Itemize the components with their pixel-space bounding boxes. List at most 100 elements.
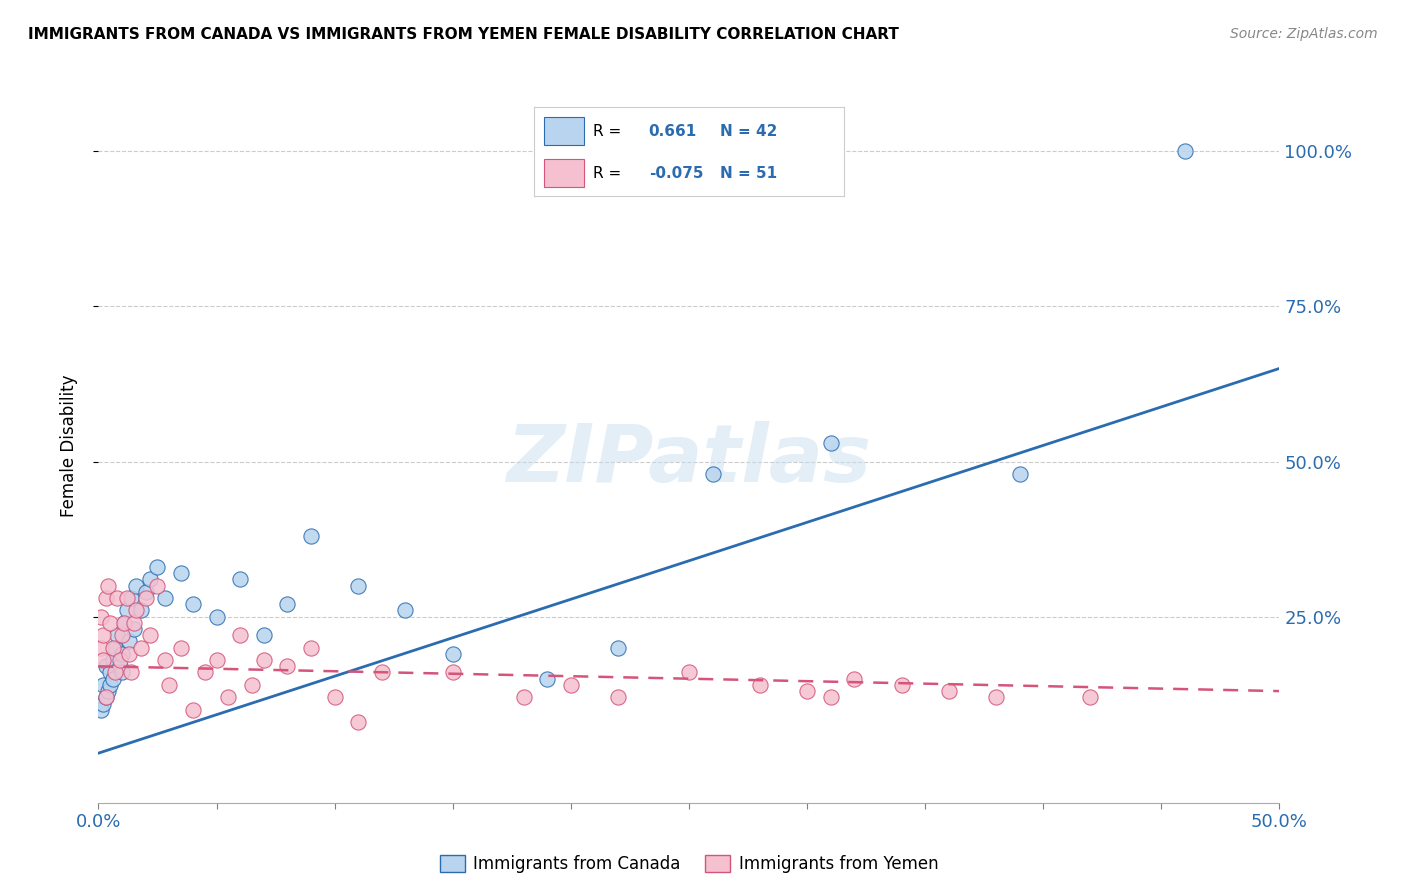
Point xyxy=(441,647,464,661)
FancyBboxPatch shape xyxy=(544,117,583,145)
Point xyxy=(121,591,143,605)
Point xyxy=(678,665,700,680)
Text: 0.661: 0.661 xyxy=(648,124,697,138)
Point xyxy=(90,609,112,624)
Point xyxy=(205,609,228,624)
Point xyxy=(441,665,464,680)
Point xyxy=(90,703,112,717)
Point xyxy=(122,615,145,630)
Point xyxy=(125,579,148,593)
Point xyxy=(105,628,128,642)
Point xyxy=(101,640,124,655)
Point xyxy=(98,615,121,630)
Point xyxy=(170,640,193,655)
Point xyxy=(748,678,770,692)
Point xyxy=(796,684,818,698)
Point xyxy=(1080,690,1102,705)
Text: R =: R = xyxy=(593,124,621,138)
Point xyxy=(98,678,121,692)
Point xyxy=(101,672,124,686)
Point xyxy=(91,628,114,642)
Point xyxy=(153,591,176,605)
Text: N = 42: N = 42 xyxy=(720,124,778,138)
Point xyxy=(181,703,204,717)
Point xyxy=(371,665,394,680)
Point xyxy=(115,591,138,605)
Text: -0.075: -0.075 xyxy=(648,166,703,180)
Y-axis label: Female Disability: Female Disability xyxy=(59,375,77,517)
Point xyxy=(194,665,217,680)
Point xyxy=(938,684,960,698)
Point xyxy=(135,591,157,605)
Point xyxy=(94,659,117,673)
Point xyxy=(512,690,534,705)
Point xyxy=(135,584,157,599)
Point xyxy=(112,615,135,630)
Point xyxy=(94,690,117,705)
Point xyxy=(94,690,117,705)
Point xyxy=(104,640,127,655)
Point xyxy=(129,603,152,617)
Point xyxy=(122,622,145,636)
Text: R =: R = xyxy=(593,166,621,180)
Point xyxy=(118,634,141,648)
Point xyxy=(101,653,124,667)
Point xyxy=(276,659,298,673)
Point xyxy=(125,603,148,617)
Point xyxy=(170,566,193,581)
Point xyxy=(240,678,263,692)
Point xyxy=(890,678,912,692)
Point xyxy=(111,628,134,642)
Point xyxy=(111,647,134,661)
FancyBboxPatch shape xyxy=(544,159,583,187)
Point xyxy=(217,690,239,705)
Point xyxy=(153,653,176,667)
Point xyxy=(157,678,180,692)
Point xyxy=(607,690,630,705)
Point xyxy=(91,653,114,667)
Point xyxy=(1008,467,1031,481)
Point xyxy=(253,628,276,642)
Point xyxy=(112,615,135,630)
Point xyxy=(560,678,582,692)
Point xyxy=(181,597,204,611)
Point xyxy=(229,628,252,642)
Point xyxy=(607,640,630,655)
Point xyxy=(1174,145,1197,159)
Point xyxy=(91,678,114,692)
Point xyxy=(97,684,120,698)
Point xyxy=(98,665,121,680)
Point xyxy=(118,647,141,661)
Point xyxy=(90,640,112,655)
Point xyxy=(844,672,866,686)
Point xyxy=(94,591,117,605)
Text: IMMIGRANTS FROM CANADA VS IMMIGRANTS FROM YEMEN FEMALE DISABILITY CORRELATION CH: IMMIGRANTS FROM CANADA VS IMMIGRANTS FRO… xyxy=(28,27,898,42)
Point xyxy=(139,573,162,587)
Point xyxy=(205,653,228,667)
Point xyxy=(121,665,143,680)
Text: N = 51: N = 51 xyxy=(720,166,778,180)
Point xyxy=(394,603,416,617)
Point xyxy=(347,579,370,593)
Point xyxy=(91,697,114,711)
Point xyxy=(105,591,128,605)
Text: Source: ZipAtlas.com: Source: ZipAtlas.com xyxy=(1230,27,1378,41)
Point xyxy=(108,659,131,673)
Point xyxy=(702,467,724,481)
Point xyxy=(146,579,169,593)
Point xyxy=(97,579,120,593)
Point xyxy=(536,672,558,686)
Point xyxy=(820,690,842,705)
Point xyxy=(347,715,370,730)
Point xyxy=(984,690,1007,705)
Point xyxy=(104,665,127,680)
Point xyxy=(115,603,138,617)
Point xyxy=(253,653,276,667)
Point xyxy=(323,690,346,705)
Point xyxy=(276,597,298,611)
Point xyxy=(139,628,162,642)
Point xyxy=(146,560,169,574)
Point xyxy=(299,640,322,655)
Point xyxy=(820,436,842,450)
Point xyxy=(108,653,131,667)
